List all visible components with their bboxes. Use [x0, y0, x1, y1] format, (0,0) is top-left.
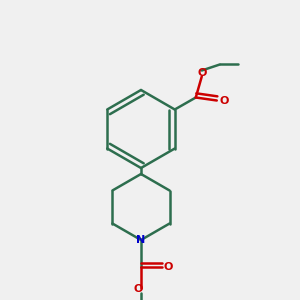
Text: O: O [197, 68, 206, 79]
Text: O: O [163, 262, 173, 272]
Text: O: O [133, 284, 143, 295]
Text: N: N [136, 235, 146, 245]
Text: O: O [220, 95, 229, 106]
